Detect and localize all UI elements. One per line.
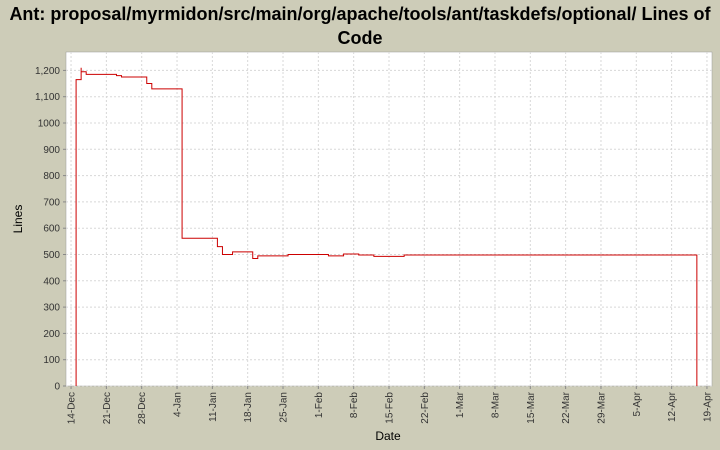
- y-tick-label: 700: [43, 197, 60, 208]
- x-tick-label: 19-Apr: [702, 391, 713, 422]
- y-tick-label: 900: [43, 145, 60, 156]
- y-tick-label: 600: [43, 224, 60, 235]
- x-tick-label: 29-Mar: [596, 391, 607, 423]
- x-tick-label: 1-Feb: [314, 392, 325, 419]
- data-line: [75, 67, 698, 386]
- y-tick-label: 300: [43, 303, 60, 314]
- x-tick-label: 22-Mar: [561, 391, 572, 423]
- x-tick-label: 22-Feb: [420, 392, 431, 424]
- x-tick-label: 8-Mar: [490, 391, 501, 418]
- x-tick-label: 11-Jan: [208, 392, 219, 422]
- x-tick-label: 18-Jan: [243, 392, 254, 423]
- x-tick-label: 14-Dec: [67, 392, 78, 424]
- y-tick-label: 1,100: [35, 92, 60, 103]
- y-tick-label: 1,200: [35, 66, 60, 77]
- x-tick-label: 5-Apr: [632, 391, 643, 416]
- y-tick-label: 200: [43, 329, 60, 340]
- y-tick-label: 500: [43, 250, 60, 261]
- y-tick-label: 1000: [38, 119, 61, 130]
- x-tick-label: 4-Jan: [173, 392, 184, 417]
- x-tick-label: 28-Dec: [137, 392, 148, 424]
- chart-title: Ant: proposal/myrmidon/src/main/org/apac…: [9, 4, 711, 48]
- x-axis-label: Date: [375, 429, 401, 443]
- x-tick-label: 15-Mar: [526, 391, 537, 423]
- plot-area: [65, 51, 713, 387]
- x-tick-label: 1-Mar: [455, 391, 466, 418]
- y-tick-label: 0: [54, 382, 60, 393]
- x-tick-label: 8-Feb: [349, 392, 360, 419]
- x-tick-label: 21-Dec: [102, 392, 113, 424]
- y-tick-label: 400: [43, 276, 60, 287]
- x-tick-label: 12-Apr: [667, 391, 678, 422]
- x-tick-label: 25-Jan: [279, 392, 290, 423]
- y-axis-label: Lines: [11, 205, 25, 234]
- x-tick-label: 15-Feb: [385, 392, 396, 424]
- y-tick-label: 100: [43, 355, 60, 366]
- y-tick-label: 800: [43, 171, 60, 182]
